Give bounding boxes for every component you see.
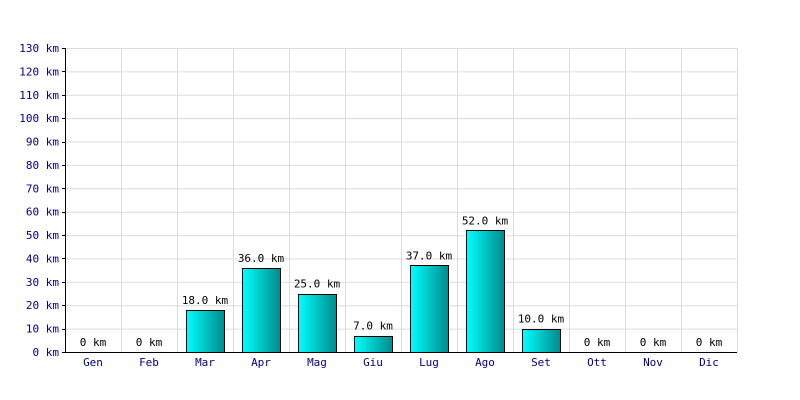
y-tick-label: 130 km	[19, 42, 59, 55]
value-label: 0 km	[640, 336, 667, 349]
x-tick-label: Ott	[587, 356, 607, 369]
bar-giu	[354, 336, 393, 353]
axes	[62, 48, 737, 353]
x-tick-label: Mag	[307, 356, 327, 369]
bar-mar	[186, 310, 225, 353]
y-tick-label: 0 km	[33, 346, 60, 359]
value-label: 25.0 km	[294, 278, 341, 291]
value-labels: 0 km 0 km 18.0 km 36.0 km 25.0 km 7.0 km 37.0 …	[80, 214, 723, 349]
y-tick-label: 80 km	[26, 159, 59, 172]
bar-lug	[410, 265, 449, 353]
x-tick-label: Lug	[419, 356, 439, 369]
value-label: 52.0 km	[462, 214, 509, 227]
x-tick-label: Nov	[643, 356, 663, 369]
x-tick-label: Dic	[699, 356, 719, 369]
x-tick-label: Apr	[251, 356, 271, 369]
x-tick-label: Ago	[475, 356, 495, 369]
y-tick-label: 120 km	[19, 65, 59, 78]
y-tick-label: 90 km	[26, 136, 59, 149]
y-tick-label: 40 km	[26, 252, 59, 265]
y-tick-label: 50 km	[26, 229, 59, 242]
grid-lines	[65, 48, 738, 352]
x-tick-label: Feb	[139, 356, 159, 369]
y-tick-label: 70 km	[26, 182, 59, 195]
value-label: 36.0 km	[238, 252, 285, 265]
value-label: 7.0 km	[353, 320, 393, 333]
x-tick-label: Mar	[195, 356, 215, 369]
value-label: 0 km	[696, 336, 723, 349]
y-axis-ticks: 0 km 10 km 20 km 30 km 40 km 50 km 60 km 70 km 8…	[19, 42, 59, 359]
y-tick-label: 60 km	[26, 206, 59, 219]
value-label: 18.0 km	[182, 294, 229, 307]
value-label: 0 km	[584, 336, 611, 349]
bar-mag	[298, 294, 337, 353]
y-tick-label: 20 km	[26, 299, 59, 312]
bar-apr	[242, 268, 281, 353]
bar-set	[522, 329, 561, 353]
bar-ago	[466, 230, 505, 353]
y-tick-label: 10 km	[26, 323, 59, 336]
value-label: 37.0 km	[406, 249, 453, 262]
value-label: 0 km	[80, 336, 107, 349]
x-tick-label: Giu	[363, 356, 383, 369]
bars	[186, 230, 561, 353]
y-tick-label: 110 km	[19, 89, 59, 102]
x-axis-ticks: Gen Feb Mar Apr Mag Giu Lug Ago Set Ott Nov Dic	[83, 356, 719, 369]
x-tick-label: Gen	[83, 356, 103, 369]
x-tick-label: Set	[531, 356, 551, 369]
value-label: 0 km	[136, 336, 163, 349]
y-tick-label: 100 km	[19, 112, 59, 125]
y-tick-label: 30 km	[26, 276, 59, 289]
value-label: 10.0 km	[518, 313, 565, 326]
